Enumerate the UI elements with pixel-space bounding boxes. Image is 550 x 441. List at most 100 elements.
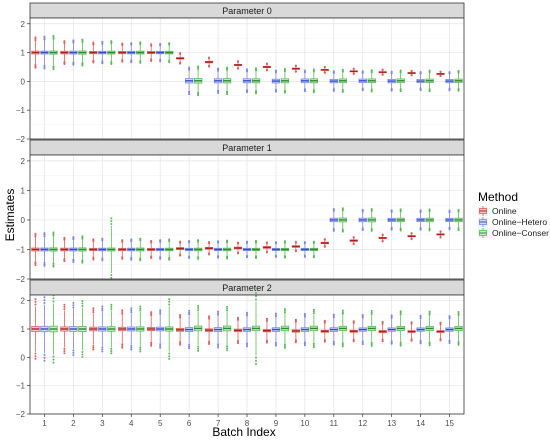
facet-title: Parameter 0 <box>222 6 272 16</box>
box-1-0-6 <box>204 241 214 256</box>
outlier-point <box>237 252 239 255</box>
outlier-point <box>179 313 182 316</box>
outlier-point <box>101 259 104 262</box>
outlier-point <box>428 208 431 211</box>
outlier-point <box>139 237 142 240</box>
outlier-point <box>34 66 37 69</box>
outlier-point <box>81 305 84 308</box>
box-2-1-7 <box>242 311 252 348</box>
outlier-point <box>101 307 104 310</box>
box-1-1-3 <box>127 238 136 261</box>
outlier-point <box>274 241 277 244</box>
outlier-point <box>92 307 95 310</box>
box-0-2-3 <box>136 41 145 64</box>
outlier-point <box>370 313 373 316</box>
x-tick-label: 9 <box>274 419 279 428</box>
outlier-point <box>399 311 402 314</box>
outlier-point <box>52 66 55 69</box>
panel-border <box>29 17 465 140</box>
outlier-point <box>130 42 133 45</box>
outlier-point <box>283 240 286 243</box>
outlier-point <box>283 256 286 259</box>
box-0-0-0 <box>31 36 40 69</box>
outlier-point <box>110 220 113 223</box>
outlier-point <box>312 256 315 259</box>
outlier-point <box>457 340 460 343</box>
box-2-1-5 <box>184 309 194 350</box>
outlier-point <box>72 351 75 354</box>
outlier-point <box>208 342 211 345</box>
outlier-point <box>188 257 191 260</box>
outlier-point <box>121 343 124 346</box>
outlier-point <box>303 344 306 347</box>
outlier-point <box>52 355 55 358</box>
outlier-point <box>352 236 355 239</box>
outlier-point <box>110 303 113 306</box>
y-tick-label: 1 <box>21 186 26 195</box>
outlier-point <box>197 307 200 310</box>
outlier-point <box>168 238 171 241</box>
outlier-point <box>52 36 55 39</box>
y-tick-label: 0 <box>21 216 26 225</box>
outlier-point <box>370 229 373 232</box>
outlier-point <box>361 343 364 346</box>
outlier-point <box>150 312 153 315</box>
box-2-0-0 <box>31 298 40 360</box>
outlier-point <box>294 250 297 253</box>
x-tick-label: 7 <box>216 419 221 428</box>
outlier-point <box>159 309 162 312</box>
outlier-point <box>72 260 75 263</box>
outlier-point <box>217 313 220 316</box>
outlier-point <box>72 306 75 309</box>
outlier-point <box>428 310 431 313</box>
outlier-point <box>410 69 413 72</box>
outlier-point <box>265 62 268 65</box>
outlier-point <box>419 209 422 212</box>
outlier-point <box>63 62 66 65</box>
outlier-point <box>312 312 315 315</box>
outlier-point <box>121 239 124 242</box>
box-2-1-8 <box>271 312 281 347</box>
outlier-point <box>34 262 37 265</box>
box-1-2-9 <box>309 240 319 259</box>
outlier-point <box>370 343 373 346</box>
box-2-2-7 <box>251 291 261 365</box>
outlier-point <box>341 311 344 314</box>
outlier-point <box>217 344 220 347</box>
outlier-point <box>332 313 335 316</box>
outlier-point <box>110 350 113 353</box>
y-tick-label: −1 <box>16 245 26 254</box>
outlier-point <box>139 41 142 44</box>
box-0-1-2 <box>98 40 107 65</box>
outlier-point <box>390 70 393 73</box>
outlier-point <box>274 255 277 258</box>
box-2-2-13 <box>425 310 434 347</box>
outlier-point <box>34 235 37 238</box>
outlier-point <box>428 312 431 315</box>
outlier-point <box>52 34 55 37</box>
legend-label: Online−Conser <box>492 228 549 238</box>
box-2-1-14 <box>445 315 454 345</box>
outlier-point <box>139 259 142 262</box>
outlier-point <box>226 239 229 242</box>
outlier-point <box>110 273 113 276</box>
outlier-point <box>43 233 46 236</box>
outlier-point <box>283 68 286 71</box>
outlier-point <box>255 362 257 365</box>
outlier-point <box>390 209 393 212</box>
box-1-1-13 <box>416 209 425 231</box>
box-0-0-1 <box>60 40 69 65</box>
outlier-point <box>81 299 84 302</box>
outlier-point <box>265 69 268 72</box>
box-1-1-8 <box>271 241 281 258</box>
box-1-2-10 <box>338 207 347 233</box>
box-1-1-1 <box>69 236 78 263</box>
box-2-1-10 <box>329 313 338 346</box>
outlier-point <box>246 313 248 316</box>
legend-label: Online <box>492 206 517 216</box>
box-2-1-4 <box>156 309 165 349</box>
box-0-2-8 <box>280 68 290 94</box>
box-2-2-8 <box>280 307 290 349</box>
box-2-1-9 <box>300 312 310 347</box>
outlier-point <box>150 59 153 62</box>
